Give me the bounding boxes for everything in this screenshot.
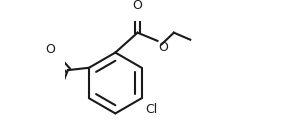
Text: O: O (133, 0, 143, 12)
Text: O: O (45, 43, 55, 56)
Text: O: O (158, 41, 168, 55)
Text: Cl: Cl (145, 103, 158, 116)
